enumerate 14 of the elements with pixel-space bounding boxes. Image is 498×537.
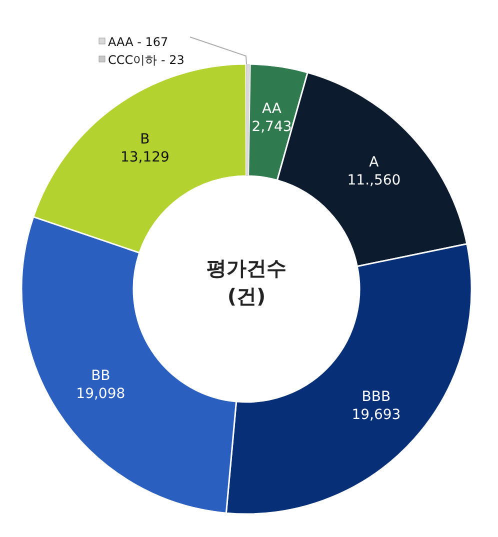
donut-slice (246, 64, 250, 176)
data-label: 2,743 (252, 118, 292, 135)
slice-label: A (369, 154, 380, 171)
legend-label: CCC이하 - 23 (108, 53, 184, 67)
data-label: 19,693 (352, 407, 401, 423)
data-label: 13,129 (120, 150, 170, 166)
data-label: 11.,560 (347, 172, 401, 189)
slice-label: AA (262, 100, 282, 117)
text: 평가건수 (건) (206, 256, 286, 308)
slice-label: B (140, 132, 150, 148)
slice-label: BBB (362, 389, 391, 405)
legend-label: AAA - 167 (108, 35, 168, 49)
slice-label: BB (91, 368, 110, 384)
data-label: 19,098 (76, 386, 126, 402)
